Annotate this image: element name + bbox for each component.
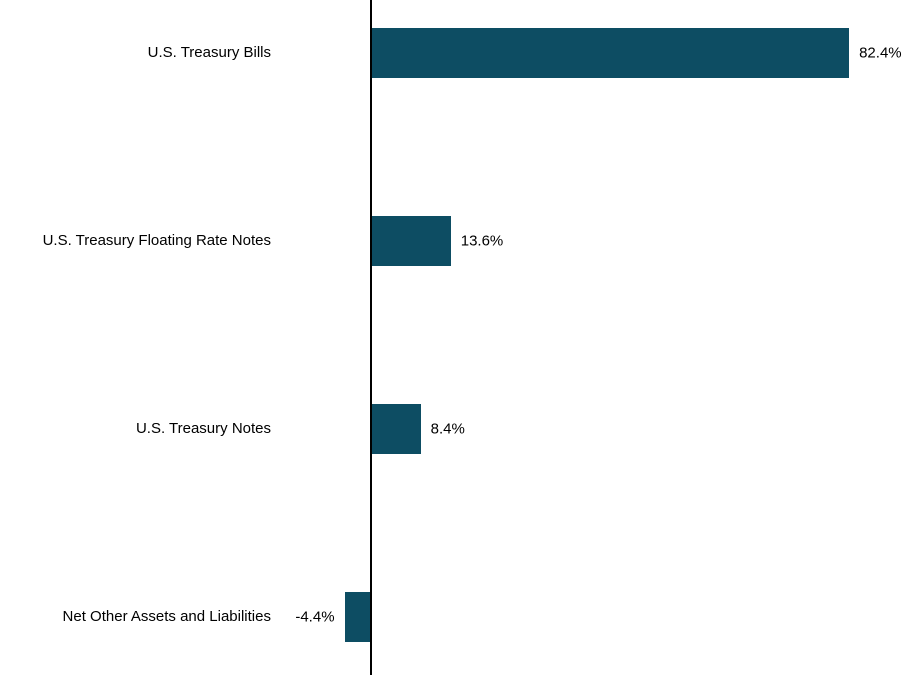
category-label: Net Other Assets and Liabilities <box>62 608 271 625</box>
bar-segment <box>372 404 421 454</box>
category-label: U.S. Treasury Floating Rate Notes <box>42 232 271 249</box>
value-label: 13.6% <box>460 232 504 250</box>
bar-segment <box>372 28 850 78</box>
value-label: 82.4% <box>859 44 902 62</box>
category-label: U.S. Treasury Notes <box>135 420 271 437</box>
category-label: U.S. Treasury Bills <box>147 44 271 61</box>
y-axis-line <box>370 0 372 675</box>
bar-segment <box>372 216 451 266</box>
value-label: 8.4% <box>430 420 465 438</box>
value-label: -4.4% <box>295 608 335 626</box>
bar-segment <box>344 592 370 642</box>
